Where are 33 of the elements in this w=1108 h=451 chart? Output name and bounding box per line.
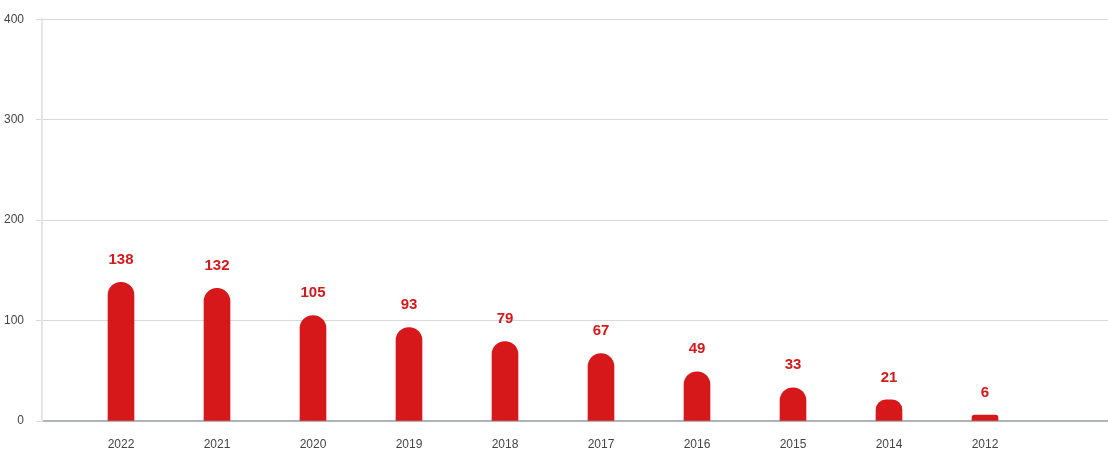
data-label: 79 [496, 309, 514, 327]
x-tick-label: 2019 [395, 436, 423, 451]
x-tick-label: 2014 [875, 436, 903, 451]
data-label: 93 [400, 295, 418, 313]
data-label: 138 [108, 250, 134, 268]
bar [683, 371, 711, 421]
bar [107, 282, 135, 421]
y-tick-label: 200 [3, 212, 25, 227]
x-tick-label: 2018 [491, 436, 519, 451]
x-tick-label: 2016 [683, 436, 711, 451]
data-label: 33 [784, 355, 802, 373]
y-tick-label: 100 [3, 312, 25, 327]
bar [203, 288, 231, 421]
data-label: 67 [592, 321, 610, 339]
bar [971, 414, 999, 421]
data-label: 21 [880, 367, 898, 385]
x-tick-label: 2022 [107, 436, 135, 451]
bar [395, 327, 423, 421]
data-label: 132 [204, 256, 230, 274]
x-tick-label: 2017 [587, 436, 615, 451]
bar [491, 341, 519, 421]
x-tick-label: 2021 [203, 436, 231, 451]
y-tick-label: 0 [17, 413, 25, 428]
bar [299, 315, 327, 421]
y-tick-label: 300 [3, 111, 25, 126]
data-label: 6 [980, 382, 990, 400]
data-label: 105 [300, 283, 326, 301]
bar [587, 353, 615, 421]
x-tick-label: 2020 [299, 436, 327, 451]
x-tick-label: 2015 [779, 436, 807, 451]
x-tick-label: 2012 [971, 436, 999, 451]
y-tick-label: 400 [3, 11, 25, 26]
data-label: 49 [688, 339, 706, 357]
